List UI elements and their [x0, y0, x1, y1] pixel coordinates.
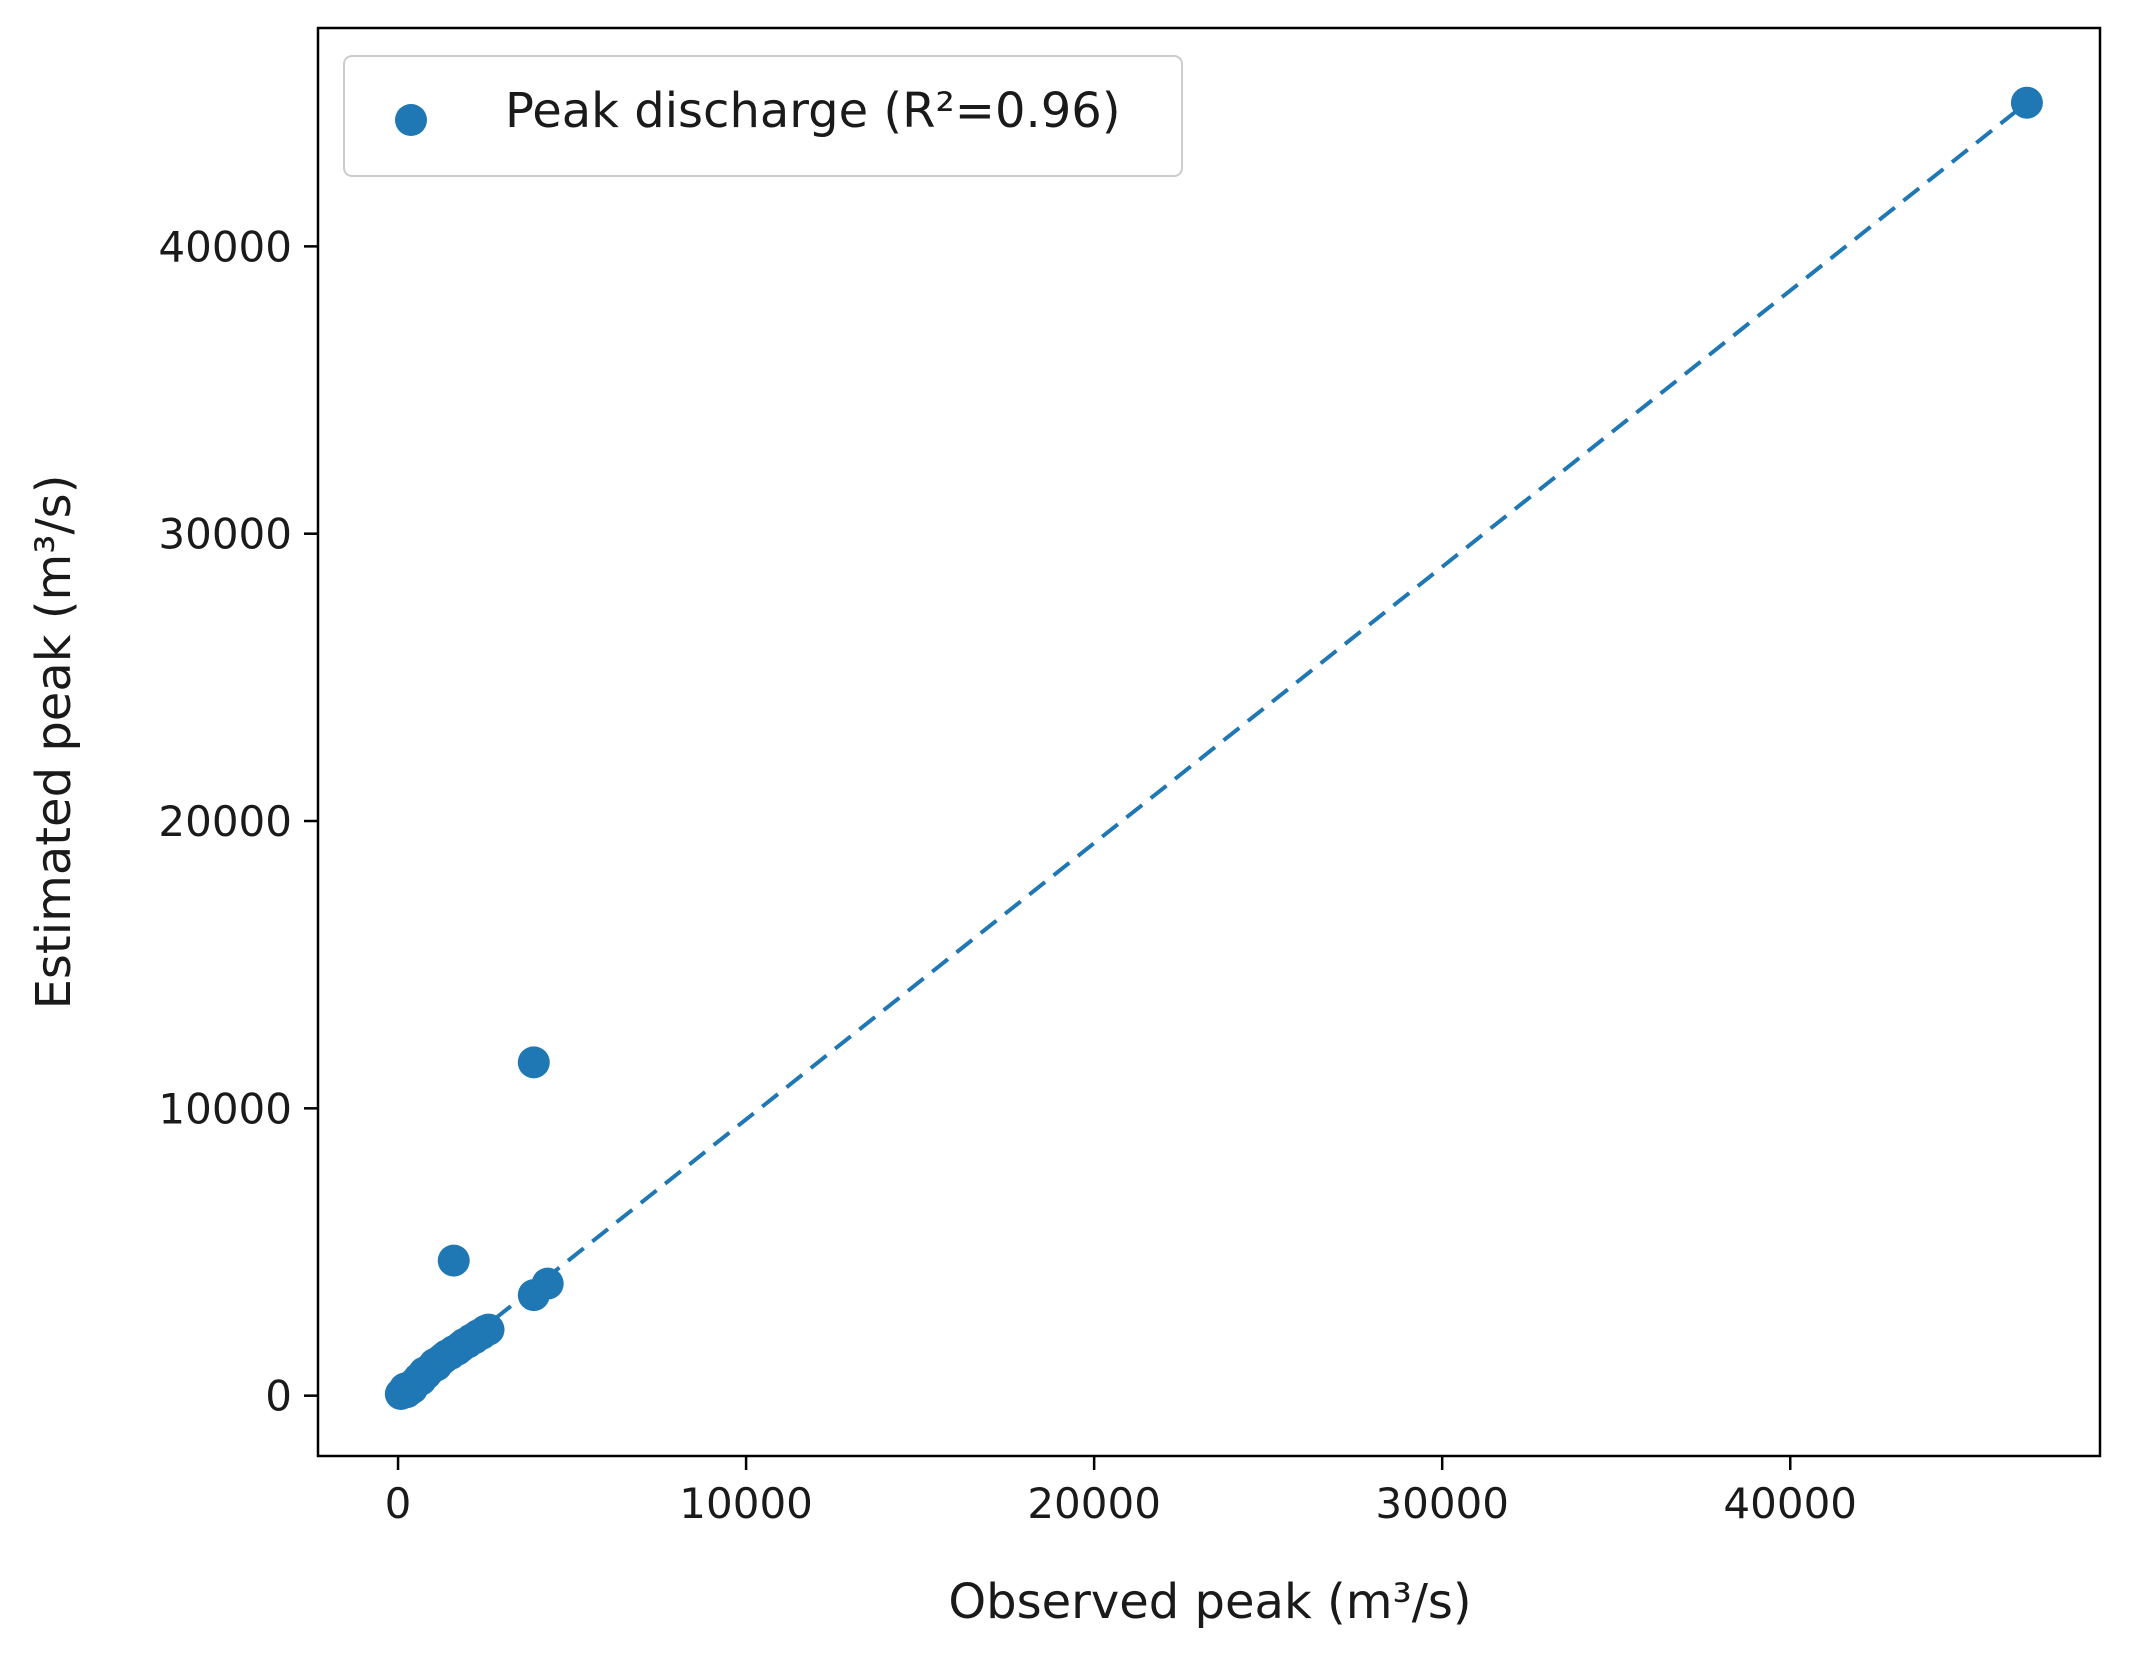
data-point [472, 1313, 505, 1346]
x-tick-label: 10000 [679, 1479, 813, 1528]
legend: Peak discharge (R²=0.96) [343, 55, 1183, 177]
x-tick-label: 20000 [1027, 1479, 1161, 1528]
data-point [517, 1046, 550, 1079]
x-axis-label: Observed peak (m³/s) [948, 1574, 1471, 1630]
data-point [531, 1267, 564, 1300]
x-tick-label: 0 [385, 1479, 412, 1528]
legend-box [343, 55, 1183, 177]
x-axis-ticks: 0 10000 20000 30000 40000 [385, 1456, 1857, 1528]
legend-label: Peak discharge (R²=0.96) [505, 83, 1121, 139]
plot-frame [316, 26, 2102, 1458]
data-point [437, 1244, 470, 1277]
fit-line [396, 101, 2029, 1398]
x-tick-label: 40000 [1723, 1479, 1857, 1528]
y-tick-label: 10000 [158, 1084, 292, 1133]
y-tick-label: 0 [265, 1372, 292, 1421]
data-point [2010, 86, 2043, 119]
x-tick-label: 30000 [1375, 1479, 1509, 1528]
y-tick-label: 40000 [158, 222, 292, 271]
y-tick-label: 30000 [158, 510, 292, 559]
legend-marker [395, 104, 427, 136]
fit-line-layer [396, 101, 2029, 1398]
data-points-layer [384, 86, 2043, 1410]
y-axis-ticks: 0 10000 20000 30000 40000 [158, 222, 318, 1421]
y-axis-label: Estimated peak (m³/s) [26, 475, 82, 1010]
y-tick-label: 20000 [158, 797, 292, 846]
